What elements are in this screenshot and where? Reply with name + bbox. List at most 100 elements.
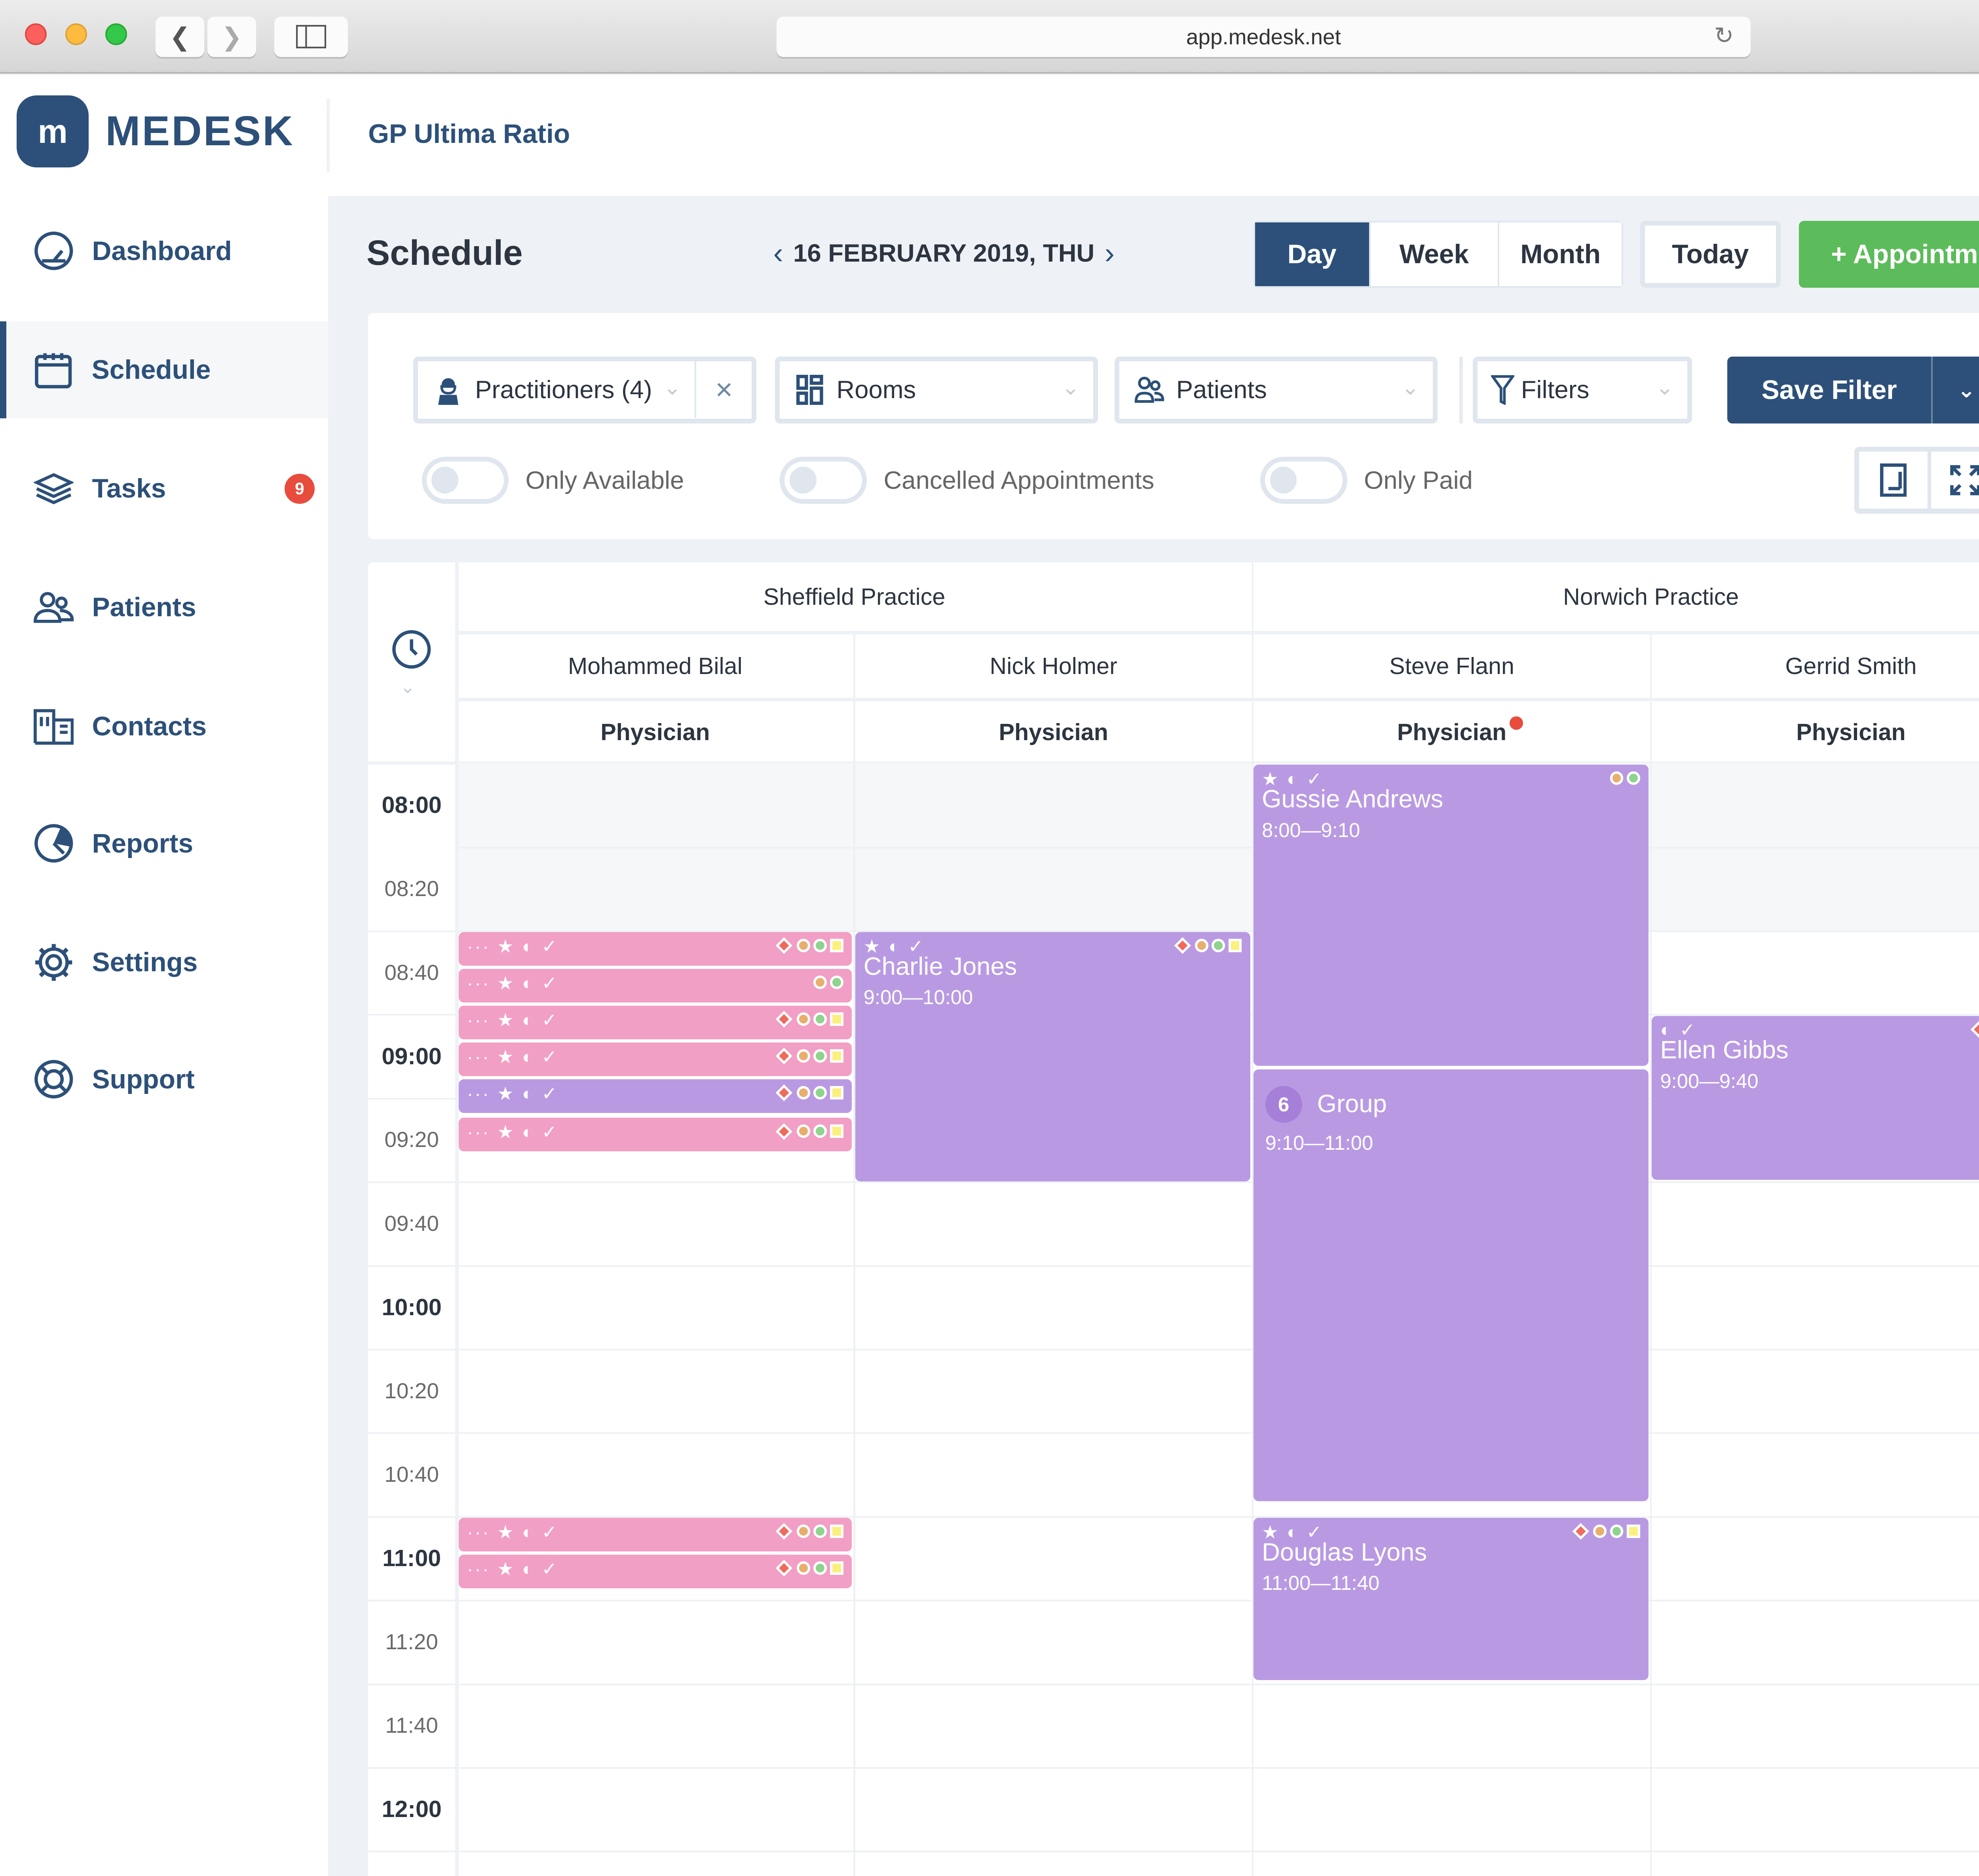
logo[interactable]: m MEDESK [17,95,294,167]
save-filter-button[interactable]: Save Filter ⌄ [1727,356,1979,423]
time-slot[interactable] [368,1432,1979,1516]
reload-icon[interactable]: ↻ [1714,22,1734,49]
toggle-cancelled-appointments[interactable]: Cancelled Appointments [780,457,1154,504]
green-dot-icon [813,1561,827,1575]
time-slot[interactable] [368,1683,1979,1767]
schedule-grid: Sheffield Practice Norwich Practice Moha… [368,562,1979,1876]
rooms-icon [793,375,827,405]
filter-separator [1459,356,1463,423]
time-slot[interactable] [368,1181,1979,1265]
appointment-card[interactable]: ··· ★ ◐ ✓ [458,1518,852,1551]
time-slot[interactable] [368,1767,1979,1851]
time-slot[interactable] [368,930,1979,1014]
address-bar[interactable]: app.medesk.net ↻ [776,17,1751,57]
tab-month[interactable]: Month [1499,222,1622,286]
appointment-card[interactable]: ··· ★ ◐ ✓ [458,1079,852,1113]
appointment-card[interactable]: ★ ◐ ✓ Gussie Andrews 8:00—9:10 [1253,765,1649,1066]
time-slot[interactable] [368,1265,1979,1349]
filters-select[interactable]: Filters ⌄ [1472,356,1692,423]
practitioner-name[interactable]: Steve Flann [1253,634,1650,698]
tab-day[interactable]: Day [1255,222,1369,286]
appointment-card[interactable]: ··· ★ ◐ ✓ [458,969,852,1003]
maximize-window-button[interactable] [105,23,127,46]
minimize-window-button[interactable] [65,23,87,46]
patient-name: Ellen Gibbs [1660,1036,1789,1064]
green-dot-icon [813,1012,827,1026]
yellow-square-icon [830,939,844,952]
forward-button[interactable]: ❯ [207,17,256,57]
fullscreen-button[interactable] [1931,451,1979,509]
appointment-card[interactable]: ··· ★ ◐ ✓ [458,1006,852,1039]
view-options [1854,446,1979,514]
appointment-card[interactable]: ◐ ✓ Ellen Gibbs 9:00—9:40 [1652,1016,1979,1180]
practice-header: Sheffield Practice [457,562,1252,631]
sidebar-item-reports[interactable]: Reports [0,795,328,892]
clear-practitioners-button[interactable]: × [695,361,752,418]
today-button[interactable]: Today [1640,221,1781,288]
appointment-card[interactable]: ★ ◐ ✓ Charlie Jones 9:00—10:00 [855,932,1250,1182]
rooms-select[interactable]: Rooms ⌄ [775,356,1098,423]
sidebar-item-support[interactable]: Support [0,1031,328,1128]
time-slot[interactable] [368,1851,1979,1876]
time-slot[interactable] [368,1349,1979,1432]
date-navigator: ‹ 16 FEBRUARY 2019, THU › [763,236,1124,270]
chevron-down-icon: ⌄ [663,375,682,400]
toggle-switch[interactable] [1260,457,1347,504]
sidebar-item-settings[interactable]: Settings [0,914,328,1011]
sidebar-item-label: Dashboard [92,236,232,266]
toggle-only-available[interactable]: Only Available [422,457,684,504]
time-slot[interactable] [457,763,1979,847]
filters-label: Filters [1521,376,1590,404]
add-appointment-button[interactable]: + Appointment [1799,221,1979,288]
page-title: Schedule [366,233,523,272]
sidebar-item-contacts[interactable]: Contacts [0,678,328,775]
logo-badge-icon: m [17,95,89,167]
patients-select[interactable]: Patients ⌄ [1115,356,1438,423]
sidebar-toggle-button[interactable] [274,17,348,57]
clinic-name[interactable]: GP Ultima Ratio [368,119,570,149]
toggle-switch[interactable] [780,457,867,504]
time-slot[interactable] [368,1516,1979,1600]
practitioner-name[interactable]: Nick Holmer [855,634,1252,698]
appointment-card[interactable]: ··· ★ ◐ ✓ [458,932,852,966]
sidebar-item-dashboard[interactable]: Dashboard [0,203,328,300]
practitioners-select[interactable]: Practitioners (4) ⌄ × [413,356,757,423]
chevron-down-icon: ⌄ [1061,375,1080,400]
practitioner-role: Physician [457,701,854,763]
appointment-card[interactable]: ··· ★ ◐ ✓ [458,1555,852,1588]
status-markers [1971,1021,1979,1038]
prev-day-button[interactable]: ‹ [773,236,783,270]
diamond-icon [776,937,792,954]
time-label: 10:20 [384,1378,439,1403]
sidebar-item-schedule[interactable]: Schedule [0,321,328,419]
users-icon [33,587,74,627]
appointment-time: 8:00—9:10 [1262,818,1360,841]
sidebar-item-patients[interactable]: Patients [0,559,328,656]
close-window-button[interactable] [25,23,47,46]
save-filter-dropdown[interactable]: ⌄ [1931,356,1979,423]
back-button[interactable]: ❮ [156,17,204,57]
appointment-card[interactable]: ··· ★ ◐ ✓ [458,1118,852,1152]
appointment-time: 9:00—9:40 [1660,1069,1759,1092]
status-markers [813,976,844,989]
toggle-label: Only Paid [1364,466,1473,494]
app-header: m MEDESK GP Ultima Ratio John Galt Physi… [0,75,1979,196]
side-panel-button[interactable] [1859,451,1928,509]
tab-week[interactable]: Week [1370,222,1498,286]
practitioner-name[interactable]: Mohammed Bilal [457,634,854,698]
chevron-down-icon[interactable]: ⌄ [400,676,416,697]
appointment-card[interactable]: ★ ◐ ✓ Douglas Lyons 11:00—11:40 [1253,1518,1649,1680]
group-appointment-card[interactable]: 6 Group 9:10—11:00 [1253,1069,1649,1501]
users-icon [1133,376,1166,403]
clock-icon[interactable] [391,629,431,676]
chevron-down-icon: ⌄ [1655,375,1674,400]
time-slot[interactable] [368,1600,1979,1683]
next-day-button[interactable]: › [1104,236,1115,270]
sidebar-item-tasks[interactable]: Tasks 9 [0,440,328,537]
time-slot[interactable] [457,847,1979,930]
yellow-square-icon [830,1086,844,1099]
appointment-card[interactable]: ··· ★ ◐ ✓ [458,1042,852,1076]
practitioner-name[interactable]: Gerrid Smith [1652,634,1979,698]
toggle-only-paid[interactable]: Only Paid [1260,457,1473,504]
toggle-switch[interactable] [422,457,509,504]
